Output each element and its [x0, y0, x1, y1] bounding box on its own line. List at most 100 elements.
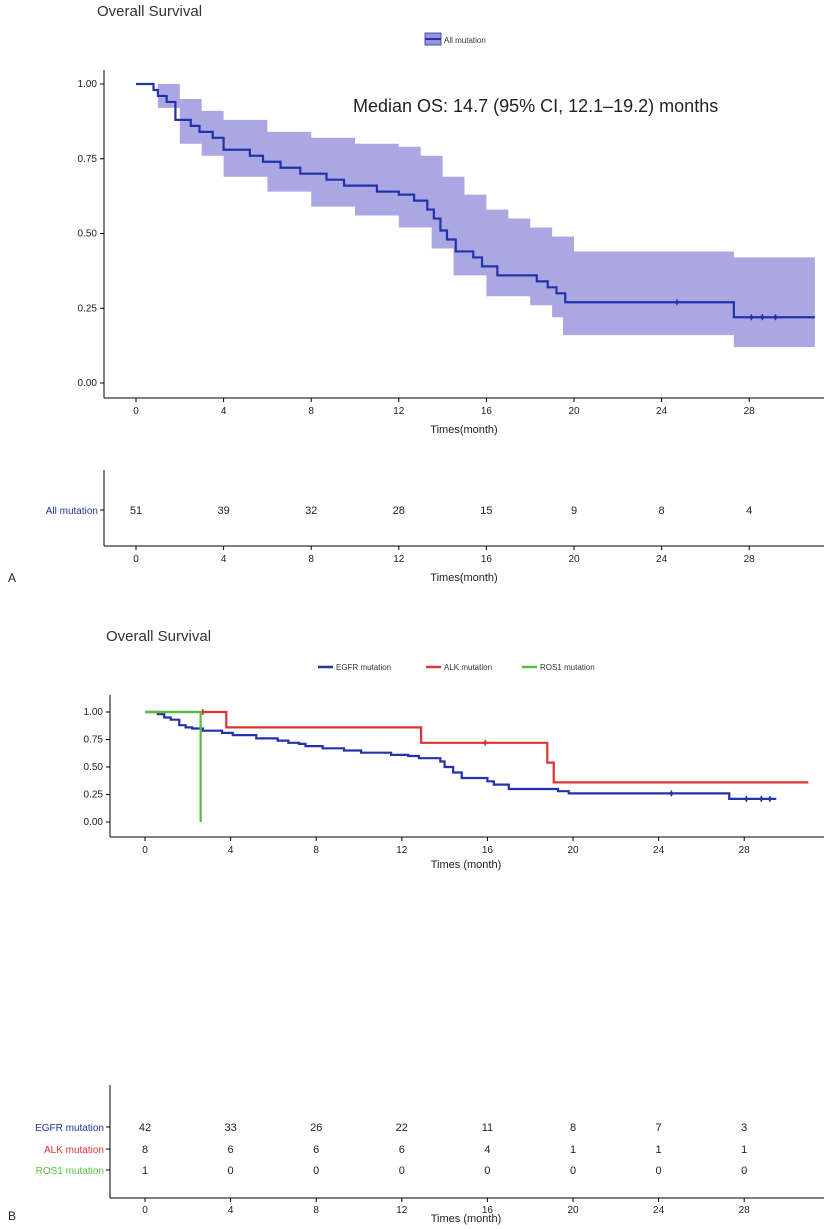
b-x-tick-label-6: 24	[653, 845, 665, 856]
risk-count-alk-mutation-7: 1	[741, 1144, 747, 1156]
ci-band-all-mutation	[136, 84, 815, 348]
censor-dot-alk-mutation-0	[200, 710, 205, 714]
risk-count-alk-mutation-5: 1	[570, 1144, 576, 1156]
b-y-tick-label-2: 0.50	[84, 762, 104, 773]
b-x-tick-label-5: 20	[567, 845, 579, 856]
b-y-tick-label-0: 0.00	[84, 817, 104, 828]
risk-count-ros1-mutation-7: 0	[741, 1165, 747, 1177]
b-y-tick-label-3: 0.75	[84, 735, 104, 746]
risk-count-ros1-mutation-3: 0	[399, 1165, 405, 1177]
risk-count-all-mutation-3: 28	[393, 505, 405, 517]
a-x-tick-label-4: 16	[481, 406, 493, 417]
risk-count-egfr-mutation-0: 42	[139, 1122, 151, 1134]
a-risk-x-tick-label-6: 24	[656, 554, 668, 565]
b-x-tick-label-2: 8	[313, 845, 319, 856]
risk-row-label-alk-mutation: ALK mutation	[44, 1145, 104, 1156]
b-x-tick-label-0: 0	[142, 845, 148, 856]
a-y-tick-label-3: 0.75	[78, 154, 98, 165]
risk-a-x-axis-label: Times(month)	[430, 572, 497, 584]
b-risk-x-tick-label-0: 0	[142, 1205, 148, 1216]
legend-label-egfr: EGFR mutation	[336, 663, 391, 672]
panel-b: Overall Survival EGFR mutation ALK mutat…	[8, 628, 824, 1225]
panel-a-risk-table: All mutation 51 39 32 28 15 9 8 4 0 4 8 12 16 20 24 28 …	[46, 470, 824, 584]
a-x-tick-label-6: 24	[656, 406, 668, 417]
censor-dot-egfr-mutation-2	[759, 797, 764, 801]
panel-b-x-axis-label: Times (month)	[431, 859, 502, 871]
a-x-tick-label-0: 0	[133, 406, 139, 417]
a-risk-x-tick-label-0: 0	[133, 554, 139, 565]
risk-count-egfr-mutation-3: 22	[396, 1122, 408, 1134]
censor-dot-all-mutation-3	[773, 315, 778, 320]
risk-count-alk-mutation-6: 1	[656, 1144, 662, 1156]
a-y-tick-label-4: 1.00	[78, 79, 98, 90]
a-risk-x-tick-label-4: 16	[481, 554, 493, 565]
legend-label-alk: ALK mutation	[444, 663, 492, 672]
risk-row-label-all-mutation: All mutation	[46, 506, 98, 517]
censor-dot-egfr-mutation-1	[744, 797, 749, 801]
risk-count-egfr-mutation-4: 11	[482, 1122, 493, 1134]
b-y-tick-label-4: 1.00	[84, 707, 104, 718]
legend-label-ros1: ROS1 mutation	[540, 663, 595, 672]
risk-count-ros1-mutation-6: 0	[656, 1165, 662, 1177]
risk-count-ros1-mutation-4: 0	[484, 1165, 490, 1177]
panel-b-label: B	[8, 1209, 16, 1223]
b-risk-x-tick-label-6: 24	[653, 1205, 665, 1216]
risk-b-x-axis-label: Times (month)	[431, 1213, 502, 1225]
risk-count-alk-mutation-2: 6	[313, 1144, 319, 1156]
panel-b-plot-area	[145, 709, 809, 822]
median-os-annotation: Median OS: 14.7 (95% CI, 12.1–19.2) mont…	[353, 96, 718, 116]
risk-count-all-mutation-7: 4	[746, 505, 752, 517]
b-risk-x-tick-label-2: 8	[313, 1205, 319, 1216]
a-x-tick-label-2: 8	[308, 406, 314, 417]
a-risk-x-tick-label-7: 28	[744, 554, 756, 565]
risk-count-egfr-mutation-1: 33	[224, 1122, 236, 1134]
survival-curve-egfr-mutation	[145, 710, 777, 800]
censor-dot-all-mutation-0	[675, 300, 679, 305]
survival-curve-alk-mutation	[145, 710, 809, 784]
b-risk-x-tick-label-3: 12	[396, 1205, 408, 1216]
risk-count-ros1-mutation-0: 1	[142, 1165, 148, 1177]
risk-a-rows: All mutation 51 39 32 28 15 9 8 4	[46, 505, 753, 517]
risk-count-all-mutation-2: 32	[305, 505, 317, 517]
a-x-tick-label-7: 28	[744, 406, 756, 417]
censor-dot-egfr-mutation-0	[669, 791, 674, 796]
risk-count-egfr-mutation-6: 7	[656, 1122, 662, 1134]
a-risk-x-tick-label-3: 12	[393, 554, 405, 565]
legend-label-all-mutation: All mutation	[444, 36, 486, 45]
b-x-tick-label-3: 12	[396, 845, 408, 856]
risk-count-egfr-mutation-2: 26	[310, 1122, 322, 1134]
panel-a-label: A	[8, 571, 16, 585]
a-y-tick-label-0: 0.00	[78, 378, 98, 389]
panel-b-legend: EGFR mutation ALK mutation ROS1 mutation	[318, 663, 595, 672]
survival-curve-all-mutation	[136, 82, 815, 319]
censor-dot-alk-mutation-1	[483, 741, 488, 745]
risk-count-ros1-mutation-5: 0	[570, 1165, 576, 1177]
risk-count-alk-mutation-3: 6	[399, 1144, 405, 1156]
panel-b-title: Overall Survival	[106, 628, 211, 645]
risk-count-alk-mutation-4: 4	[484, 1144, 490, 1156]
b-x-tick-label-7: 28	[739, 845, 751, 856]
risk-count-all-mutation-0: 51	[130, 505, 142, 517]
risk-count-all-mutation-1: 39	[217, 505, 229, 517]
risk-count-ros1-mutation-1: 0	[228, 1165, 234, 1177]
panel-a: Overall Survival All mutation 0.000.250.…	[8, 3, 824, 585]
censor-dot-all-mutation-1	[749, 315, 754, 320]
risk-count-egfr-mutation-5: 8	[570, 1122, 576, 1134]
a-x-tick-label-3: 12	[393, 406, 405, 417]
a-risk-x-tick-label-1: 4	[221, 554, 227, 565]
risk-count-ros1-mutation-2: 0	[313, 1165, 319, 1177]
risk-count-all-mutation-5: 9	[571, 505, 577, 517]
risk-count-alk-mutation-1: 6	[228, 1144, 234, 1156]
censor-dot-egfr-mutation-3	[768, 797, 772, 801]
panel-a-title: Overall Survival	[97, 3, 202, 20]
b-x-tick-label-4: 16	[482, 845, 494, 856]
risk-row-label-ros1-mutation: ROS1 mutation	[36, 1166, 104, 1177]
risk-a-ticks: 0 4 8 12 16 20 24 28	[133, 546, 755, 565]
b-risk-x-tick-label-4: 16	[482, 1205, 494, 1216]
b-risk-x-tick-label-7: 28	[739, 1205, 751, 1216]
censor-dot-all-mutation-2	[760, 315, 765, 320]
risk-count-all-mutation-6: 8	[659, 505, 665, 517]
